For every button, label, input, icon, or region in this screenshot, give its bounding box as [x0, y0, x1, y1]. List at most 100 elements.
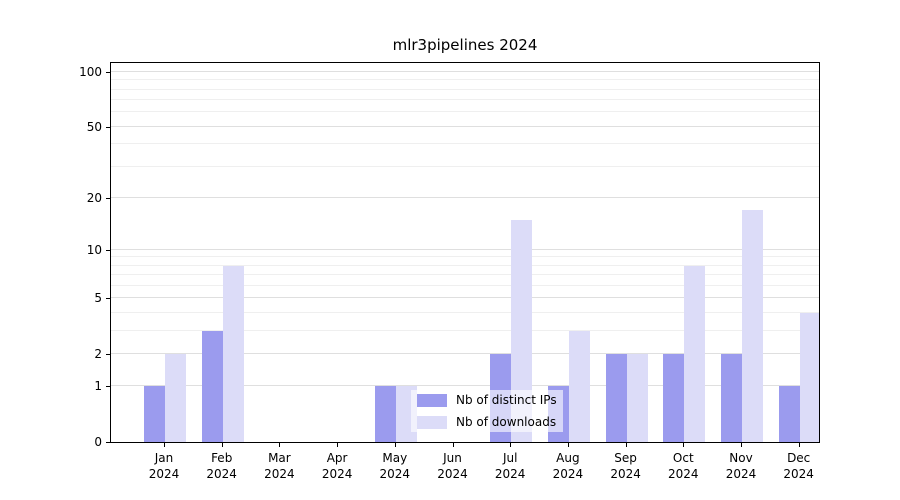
x-tick-month: Dec [787, 451, 811, 465]
x-tick-year: 2024 [552, 467, 584, 481]
x-tick-mark [164, 443, 165, 447]
y-tick-mark [106, 298, 110, 300]
x-tick-label: Nov 2024 [706, 450, 776, 482]
gridline [111, 196, 819, 198]
bar-downloads [626, 353, 648, 442]
legend-label-downloads: Nb of downloads [456, 415, 557, 429]
y-tick-mark [106, 197, 110, 199]
x-tick-month: Jan [154, 451, 174, 465]
y-tick-mark [106, 249, 110, 251]
gridline-minor [111, 329, 819, 331]
bar-downloads [799, 312, 819, 442]
x-tick-year: 2024 [668, 467, 699, 481]
x-tick-label: Mar 2024 [244, 450, 314, 482]
legend-swatch-downloads [417, 415, 447, 429]
y-tick-label: 2 [94, 346, 102, 361]
gridline-minor [111, 88, 819, 90]
bar-distinct-ips [201, 330, 223, 442]
x-tick-month: Jun [443, 451, 462, 465]
gridline [111, 297, 819, 299]
x-tick-month: Sep [614, 451, 637, 465]
plot-area: Nb of distinct IPs Nb of downloads [110, 62, 820, 443]
y-tick-label: 50 [86, 119, 102, 134]
x-tick-mark [337, 443, 339, 447]
x-tick-mark [683, 443, 685, 447]
bar-distinct-ips [144, 386, 165, 442]
x-tick-label: Jan 2024 [129, 450, 199, 482]
gridline-minor [111, 274, 819, 276]
y-tick-label: 5 [94, 291, 102, 306]
gridline-minor [111, 264, 819, 266]
bar-distinct-ips [663, 353, 685, 442]
gridline-minor [111, 111, 819, 113]
x-tick-mark [221, 443, 223, 447]
gridline-minor [111, 99, 819, 101]
bars-layer [111, 63, 819, 442]
x-tick-month: Jul [502, 451, 518, 465]
x-tick-month: Mar [268, 451, 291, 465]
x-tick-mark [798, 443, 800, 447]
x-tick-label: Jul 2024 [475, 450, 545, 482]
x-tick-mark [510, 443, 512, 447]
x-tick-month: May [382, 451, 408, 465]
x-tick-mark [567, 443, 569, 447]
y-tick-mark [106, 72, 110, 73]
y-tick-label: 1 [94, 379, 102, 394]
y-tick-label: 20 [86, 190, 102, 205]
x-tick-month: Apr [326, 451, 348, 465]
x-tick-label: Apr 2024 [302, 450, 372, 482]
gridline [111, 352, 819, 354]
x-tick-month: Nov [729, 451, 753, 465]
gridline-minor [111, 165, 819, 167]
gridlines-layer [111, 63, 819, 442]
gridline-minor [111, 285, 819, 286]
gridline [111, 71, 819, 73]
x-tick-label: Dec 2024 [764, 450, 834, 482]
x-tick-label: Aug 2024 [533, 450, 603, 482]
x-tick-mark [625, 443, 627, 447]
y-tick-mark [106, 442, 110, 443]
legend: Nb of distinct IPs Nb of downloads [411, 390, 563, 432]
x-tick-year: 2024 [725, 467, 757, 481]
x-tick-label: Jun 2024 [418, 450, 488, 482]
bar-distinct-ips [605, 353, 627, 442]
gridline [111, 385, 819, 387]
y-tick-label: 10 [86, 242, 102, 257]
x-tick-month: Aug [556, 451, 580, 465]
bar-downloads [568, 330, 590, 442]
x-tick-mark [741, 443, 742, 447]
legend-item-downloads: Nb of downloads [417, 415, 557, 429]
x-tick-year: 2024 [494, 467, 526, 481]
x-tick-label: May 2024 [360, 450, 430, 482]
x-tick-mark [394, 443, 396, 447]
bar-downloads [222, 265, 244, 442]
y-tick-label: 100 [79, 65, 102, 79]
gridline-minor [111, 311, 819, 313]
x-tick-year: 2024 [264, 467, 295, 481]
bar-downloads [684, 265, 706, 442]
bar-downloads [165, 353, 186, 442]
y-tick-mark [106, 353, 110, 355]
gridline-minor [111, 256, 819, 258]
y-tick-mark [106, 126, 110, 128]
x-tick-year: 2024 [783, 467, 814, 481]
x-tick-label: Feb 2024 [187, 450, 257, 482]
x-tick-label: Oct 2024 [648, 450, 718, 482]
x-tick-month: Feb [211, 451, 233, 465]
bar-downloads [511, 219, 533, 442]
bar-distinct-ips [721, 353, 742, 442]
x-tick-year: 2024 [437, 467, 468, 481]
gridline-minor [111, 143, 819, 145]
gridline-minor [111, 79, 819, 81]
y-tick-mark [106, 386, 110, 388]
bar-distinct-ips [778, 386, 800, 442]
bar-downloads [742, 210, 763, 442]
bar-distinct-ips [374, 386, 396, 442]
legend-item-distinct-ips: Nb of distinct IPs [417, 393, 557, 407]
chart-title: mlr3pipelines 2024 [392, 36, 538, 54]
y-tick-label: 0 [94, 435, 102, 449]
x-tick-label: Sep 2024 [591, 450, 661, 482]
legend-swatch-distinct-ips [417, 393, 447, 407]
legend-label-distinct-ips: Nb of distinct IPs [456, 393, 557, 407]
